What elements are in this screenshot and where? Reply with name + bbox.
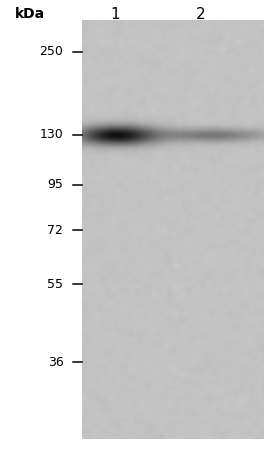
Text: 2: 2: [196, 7, 205, 22]
Text: 72: 72: [48, 224, 63, 237]
Text: kDa: kDa: [15, 7, 45, 22]
Text: 250: 250: [40, 45, 63, 58]
Text: 1: 1: [110, 7, 120, 22]
Text: 55: 55: [47, 278, 63, 291]
Text: 95: 95: [48, 178, 63, 191]
Text: 36: 36: [48, 356, 63, 369]
Text: 130: 130: [40, 129, 63, 141]
